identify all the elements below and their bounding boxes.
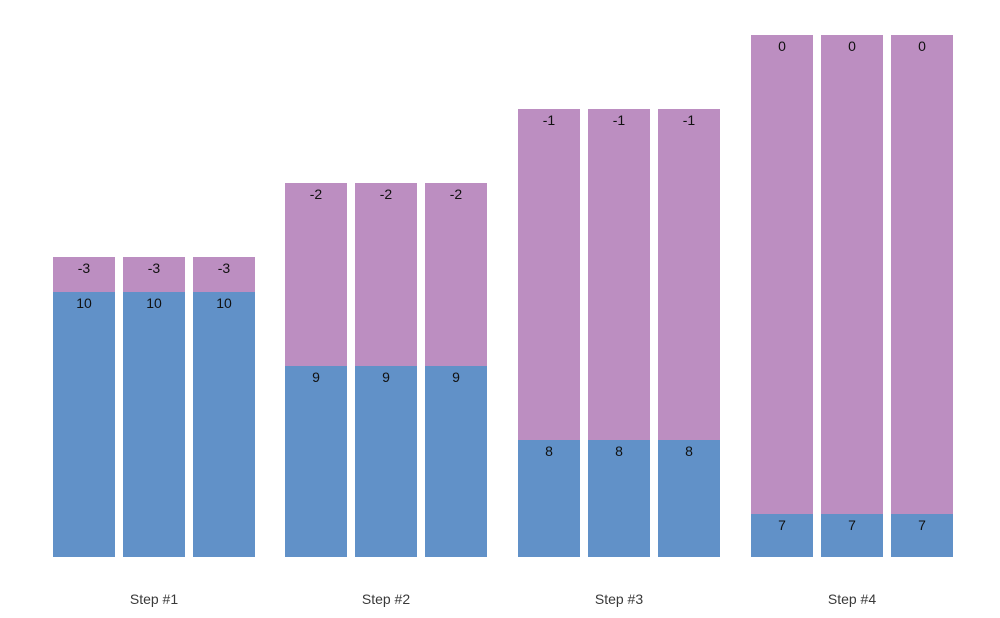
bar: -1 8 xyxy=(588,109,650,557)
bar-top-segment: -2 xyxy=(425,183,487,366)
bar-top-segment: -3 xyxy=(123,257,185,292)
bar-bottom-value-label: 10 xyxy=(146,295,162,311)
bar-bottom-segment: 10 xyxy=(123,292,185,557)
bar-bottom-segment: 9 xyxy=(285,366,347,557)
bar-bottom-value-label: 7 xyxy=(778,517,786,533)
bar-top-value-label: 0 xyxy=(778,38,786,54)
bar: -2 9 xyxy=(425,183,487,557)
bar-top-value-label: 0 xyxy=(918,38,926,54)
bar: -1 8 xyxy=(658,109,720,557)
category-label: Step #4 xyxy=(827,591,877,607)
bar-top-segment: -1 xyxy=(518,109,580,440)
bar-bottom-value-label: 9 xyxy=(312,369,320,385)
bar-top-segment: -3 xyxy=(193,257,255,292)
bar: -3 10 xyxy=(53,257,115,557)
bar: -2 9 xyxy=(285,183,347,557)
bar-bottom-segment: 7 xyxy=(751,514,813,557)
bar-bottom-segment: 10 xyxy=(53,292,115,557)
bar-bottom-segment: 7 xyxy=(821,514,883,557)
bar-bottom-segment: 9 xyxy=(425,366,487,557)
bar-top-value-label: -3 xyxy=(77,260,91,276)
bar: -2 9 xyxy=(355,183,417,557)
bar-bottom-value-label: 8 xyxy=(685,443,693,459)
bar-bottom-value-label: 10 xyxy=(76,295,92,311)
bar-top-value-label: -1 xyxy=(682,112,696,128)
bar-top-value-label: -3 xyxy=(147,260,161,276)
bar-top-segment: 0 xyxy=(751,35,813,514)
bar-bottom-segment: 8 xyxy=(658,440,720,557)
bar-bottom-value-label: 8 xyxy=(615,443,623,459)
bar-top-segment: -1 xyxy=(588,109,650,440)
category-label: Step #3 xyxy=(594,591,644,607)
bar-bottom-segment: 8 xyxy=(518,440,580,557)
category-label: Step #1 xyxy=(129,591,179,607)
bar-top-segment: 0 xyxy=(821,35,883,514)
bar-bottom-value-label: 9 xyxy=(382,369,390,385)
bar-top-value-label: 0 xyxy=(848,38,856,54)
bar-top-value-label: -2 xyxy=(449,186,463,202)
bar-top-value-label: -2 xyxy=(379,186,393,202)
bar-top-segment: -1 xyxy=(658,109,720,440)
bar-bottom-segment: 9 xyxy=(355,366,417,557)
bar-bottom-value-label: 10 xyxy=(216,295,232,311)
bar-bottom-segment: 7 xyxy=(891,514,953,557)
bar-top-value-label: -2 xyxy=(309,186,323,202)
category-label: Step #2 xyxy=(361,591,411,607)
bar-top-value-label: -1 xyxy=(542,112,556,128)
bar-bottom-value-label: 7 xyxy=(848,517,856,533)
bar: -1 8 xyxy=(518,109,580,557)
bar-top-segment: -2 xyxy=(285,183,347,366)
bar-bottom-segment: 8 xyxy=(588,440,650,557)
bar-top-value-label: -3 xyxy=(217,260,231,276)
bar-bottom-segment: 10 xyxy=(193,292,255,557)
bar-top-segment: 0 xyxy=(891,35,953,514)
bar-bottom-value-label: 8 xyxy=(545,443,553,459)
bar: -3 10 xyxy=(123,257,185,557)
bar: -3 10 xyxy=(193,257,255,557)
bar-top-segment: -2 xyxy=(355,183,417,366)
bar-bottom-value-label: 7 xyxy=(918,517,926,533)
bar-top-value-label: -1 xyxy=(612,112,626,128)
bar-top-segment: -3 xyxy=(53,257,115,292)
bar-bottom-value-label: 9 xyxy=(452,369,460,385)
